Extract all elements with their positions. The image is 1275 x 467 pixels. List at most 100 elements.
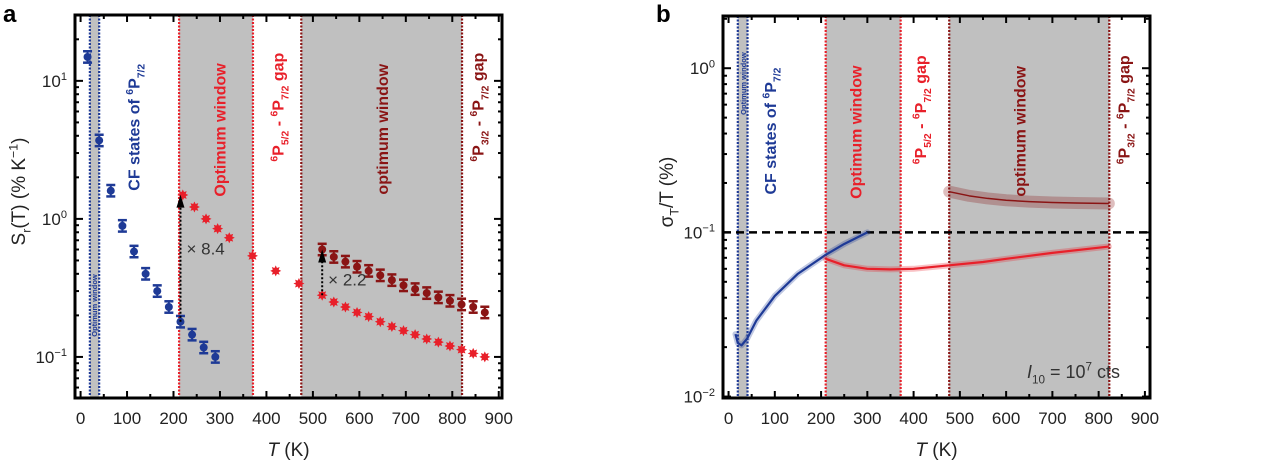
data-point-blue	[141, 266, 151, 281]
series-blue-line	[734, 231, 868, 347]
data-point-blue	[164, 300, 174, 314]
y-axis-title: Sr(T) (% K−1)	[6, 138, 33, 246]
x-tick-label: 400	[899, 409, 927, 428]
data-point-darkred	[375, 268, 385, 283]
data-point-red	[374, 316, 386, 328]
x-tick-label: 800	[1084, 409, 1112, 428]
data-point-red	[177, 189, 189, 201]
shaded-band	[737, 16, 748, 398]
panel-letter-a: a	[3, 1, 17, 28]
data-point-red	[363, 311, 375, 323]
panel-a-plot: Optimum window CF states of 6P7/2 Optimum …	[6, 13, 513, 461]
data-point-blue	[129, 244, 139, 259]
y-tick-label: 100	[690, 58, 715, 78]
circle-marker	[422, 289, 431, 298]
star-marker	[200, 213, 212, 225]
y-tick-label: 10−1	[35, 347, 67, 367]
data-point-red	[456, 344, 468, 356]
circle-marker	[164, 302, 173, 311]
star-marker	[328, 296, 340, 308]
data-point-red	[479, 351, 491, 363]
data-point-darkred	[457, 297, 467, 312]
data-point-red	[398, 325, 409, 337]
ratio-label: × 2.2	[328, 270, 366, 289]
data-point-blue	[117, 218, 127, 233]
data-point-darkred	[445, 293, 455, 308]
star-marker	[293, 278, 305, 290]
star-marker	[386, 321, 398, 333]
star-marker	[456, 344, 468, 356]
circle-marker	[118, 221, 127, 230]
data-point-red	[270, 265, 282, 277]
data-point-red	[328, 296, 340, 308]
star-marker	[374, 316, 386, 328]
star-marker	[363, 311, 375, 323]
star-marker	[212, 223, 224, 235]
x-tick-label: 300	[206, 409, 234, 428]
annotation-label: Optimum window	[90, 274, 99, 337]
circle-marker	[434, 293, 443, 302]
annotation-label: CF states of 6P7/2	[761, 67, 783, 194]
x-tick-label: 200	[159, 409, 187, 428]
data-point-red	[421, 333, 433, 345]
series-darkred-line	[949, 190, 1109, 205]
annotation-label: 6P5/2 - 6P7/2 gap	[269, 52, 291, 161]
shaded-band	[89, 15, 100, 398]
star-marker	[479, 351, 491, 363]
panel-letter-b: b	[656, 1, 671, 28]
data-point-darkred	[468, 300, 478, 314]
circle-marker	[469, 302, 478, 311]
x-tick-label: 400	[252, 409, 280, 428]
x-tick-label: 700	[392, 409, 420, 428]
star-marker	[188, 201, 200, 213]
x-tick-label: 100	[113, 409, 141, 428]
data-point-blue	[210, 349, 220, 364]
data-point-red	[444, 340, 456, 352]
annotation-label: CF states of 6P7/2	[125, 64, 147, 191]
x-tick-label: 0	[76, 409, 85, 428]
data-point-red	[386, 321, 398, 333]
data-point-darkred	[352, 259, 362, 274]
circle-marker	[83, 52, 92, 61]
x-tick-label: 300	[853, 409, 881, 428]
x-tick-label: 500	[946, 409, 974, 428]
star-marker	[409, 329, 421, 341]
data-point-red	[409, 329, 421, 341]
x-axis-title: T (K)	[267, 440, 309, 461]
shaded-band	[301, 15, 463, 398]
x-tick-label: 600	[992, 409, 1020, 428]
plot-frame	[73, 13, 504, 400]
x-tick-label: 800	[438, 409, 466, 428]
data-point-red	[212, 223, 224, 235]
star-marker	[432, 336, 444, 348]
series-red-line	[825, 245, 1109, 271]
x-tick-label: 600	[345, 409, 373, 428]
data-point-red	[339, 301, 351, 313]
data-point-darkred	[340, 254, 350, 269]
circle-marker	[411, 285, 420, 294]
x-tick-label: 0	[724, 409, 733, 428]
circle-marker	[199, 343, 208, 352]
star-marker	[444, 340, 456, 352]
shaded-band	[949, 16, 1110, 398]
annotation-label: Optimum window	[213, 63, 230, 197]
star-marker	[339, 301, 351, 313]
circle-marker	[211, 352, 220, 361]
circle-marker	[364, 266, 373, 275]
data-point-red	[223, 232, 235, 244]
x-tick-label: 500	[299, 409, 327, 428]
annotation-label: optimum window	[375, 63, 392, 194]
x-tick-label: 100	[761, 409, 789, 428]
annotation-label: Optimum window	[848, 65, 865, 199]
star-marker	[246, 250, 258, 262]
data-point-darkred	[410, 282, 420, 297]
circle-marker	[106, 186, 115, 195]
data-point-blue	[83, 49, 93, 64]
circle-marker	[188, 330, 197, 339]
star-marker	[351, 306, 363, 318]
data-point-blue	[94, 133, 104, 148]
star-marker	[398, 325, 409, 337]
data-point-red	[432, 336, 444, 348]
x-tick-label: 900	[1131, 409, 1159, 428]
